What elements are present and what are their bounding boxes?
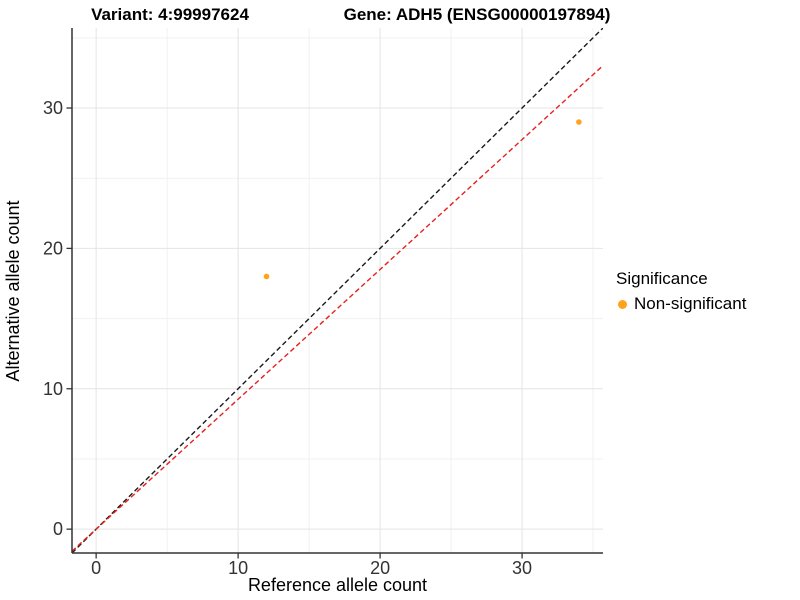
allelic-ratio-fit-line (72, 65, 603, 552)
x-tick-label: 30 (512, 558, 532, 578)
gene-title: Gene: ADH5 (ENSG00000197894) (343, 5, 611, 24)
x-axis-title: Reference allele count (247, 575, 428, 595)
y-tick-label: 20 (43, 238, 63, 258)
data-point (576, 119, 582, 125)
legend-title: Significance (616, 269, 708, 288)
y-tick-label: 10 (43, 379, 63, 399)
data-point (263, 273, 270, 280)
legend-item-label: Non-significant (634, 294, 747, 313)
legend-item: Non-significant (616, 294, 746, 314)
x-tick-label: 0 (91, 558, 101, 578)
legend: Significance Non-significant (616, 269, 746, 314)
x-tick-label: 20 (370, 558, 390, 578)
y-axis-title: Alternative allele count (3, 200, 23, 382)
x-tick-label: 10 (228, 558, 248, 578)
y-tick-label: 30 (43, 98, 63, 118)
y-tick-label: 0 (53, 519, 63, 539)
variant-title: Variant: 4:99997624 (91, 5, 249, 24)
identity-line (72, 28, 603, 553)
legend-point-icon (618, 299, 627, 309)
